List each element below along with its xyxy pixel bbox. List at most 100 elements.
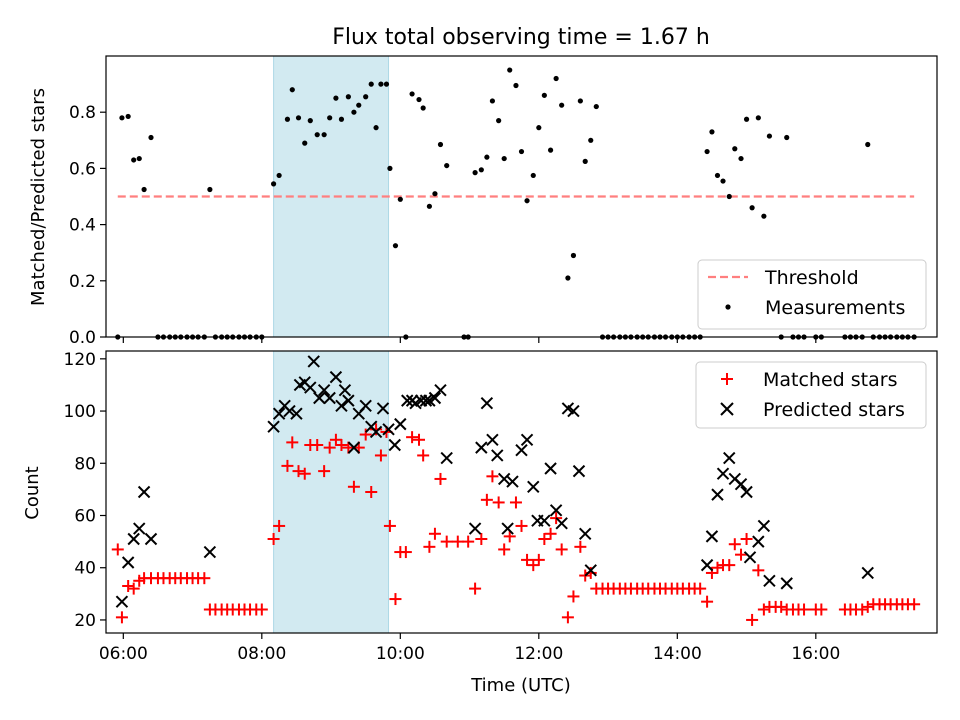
predicted-star-point: [369, 425, 383, 439]
predicted-star-point: [133, 522, 146, 535]
predicted-star-point: [743, 551, 757, 564]
y-tick-label: 0.2: [69, 272, 96, 292]
measurement-point: [743, 116, 750, 122]
legend-predicted-swatch: [720, 402, 734, 416]
measurement-point: [351, 109, 357, 115]
predicted-star-point: [584, 564, 597, 577]
matched-star-point: [694, 582, 707, 595]
matched-star-point: [423, 540, 436, 553]
predicted-star-point: [335, 399, 348, 413]
predicted-star-point: [555, 517, 568, 530]
matched-star-point: [417, 449, 430, 462]
measurement-point: [363, 94, 369, 100]
y-tick-label: 0.6: [69, 159, 96, 179]
matched-star-point: [389, 593, 402, 606]
predicted-star-point: [127, 532, 140, 546]
predicted-star-point: [515, 444, 528, 457]
measurement-point: [704, 148, 710, 155]
measurement-point: [530, 172, 536, 179]
predicted-star-point: [475, 441, 488, 454]
predicted-star-point: [501, 522, 514, 535]
matched-star-point: [335, 439, 348, 451]
measurement-point: [119, 115, 125, 121]
measurement-point: [536, 125, 542, 131]
measurement-point: [472, 170, 478, 176]
matched-star-point: [255, 603, 268, 616]
matched-star-point: [365, 486, 378, 498]
predicted-star-point: [538, 514, 551, 527]
measurement-point: [387, 165, 393, 171]
measurement-point: [513, 82, 519, 89]
measurement-point: [284, 116, 291, 122]
measurement-point: [125, 113, 131, 120]
measurement-point: [593, 103, 599, 110]
matched-star-point: [475, 533, 488, 545]
matched-star-point: [567, 590, 580, 603]
predicted-star-point: [137, 485, 151, 499]
measurement-point: [749, 205, 755, 211]
predicted-star-point: [734, 477, 748, 491]
predicted-star-point: [203, 545, 217, 559]
measurement-point: [547, 147, 554, 153]
matched-star-point: [752, 564, 765, 577]
matched-star-point: [544, 527, 557, 540]
y-tick-label: 0.8: [69, 103, 96, 123]
legend-box: [697, 259, 927, 330]
matched-star-point: [555, 543, 568, 556]
legend-measurements-label: Measurements: [765, 297, 905, 319]
predicted-star-point: [329, 370, 343, 384]
matched-star-point: [434, 472, 447, 485]
matched-star-point: [383, 519, 396, 532]
predicted-star-point: [549, 504, 563, 517]
matched-star-point: [292, 465, 305, 478]
measurement-point: [426, 203, 432, 209]
matched-star-point: [347, 480, 360, 493]
measurement-point: [131, 157, 137, 163]
legend-measurements-swatch: [725, 304, 731, 310]
measurement-point: [437, 141, 444, 148]
matched-star-point: [723, 559, 736, 572]
predicted-star-point: [567, 404, 580, 418]
matched-star-point: [521, 553, 534, 566]
predicted-star-point: [723, 451, 736, 465]
measurement-point: [570, 252, 577, 259]
predicted-star-point: [527, 480, 540, 493]
matched-star-point: [127, 582, 140, 595]
matched-star-point: [574, 540, 587, 553]
predicted-star-point: [861, 566, 874, 580]
predicted-star-point: [468, 522, 482, 535]
measurement-point: [559, 102, 565, 108]
predicted-star-point: [740, 485, 753, 499]
matched-star-point: [342, 441, 355, 454]
matched-star-point: [775, 600, 788, 613]
predicted-star-point: [382, 423, 395, 436]
matched-star-point: [413, 433, 426, 446]
matched-star-point: [735, 548, 748, 561]
predicted-star-point: [763, 574, 776, 587]
measurement-point: [738, 155, 744, 162]
predicted-star-point: [401, 394, 414, 407]
predicted-star-point: [144, 532, 158, 546]
measurement-point: [302, 140, 308, 146]
axes-frame: [105, 350, 938, 634]
predicted-star-point: [544, 462, 557, 475]
matched-star-point: [406, 431, 419, 444]
matched-star-point: [428, 527, 441, 540]
matched-star-point: [503, 530, 516, 543]
x-tick-label: 06:00: [99, 644, 148, 664]
y-tick-label: 20: [74, 611, 96, 631]
predicted-star-point: [342, 394, 355, 407]
ratio-panel: 0.0 0.2 0.4 0.6 0.8 Threshold Measurements M…: [28, 55, 938, 348]
measurement-point: [148, 134, 154, 141]
measurement-point: [432, 191, 438, 197]
y-tick-label: 0.0: [69, 328, 96, 348]
matched-star-point: [527, 559, 540, 572]
predicted-star-point: [428, 391, 442, 405]
predicted-star-point: [317, 383, 331, 397]
predicted-star-point: [267, 420, 280, 433]
matched-star-point: [318, 465, 331, 478]
predicted-star-point: [272, 407, 286, 420]
matched-star-point: [298, 467, 311, 480]
